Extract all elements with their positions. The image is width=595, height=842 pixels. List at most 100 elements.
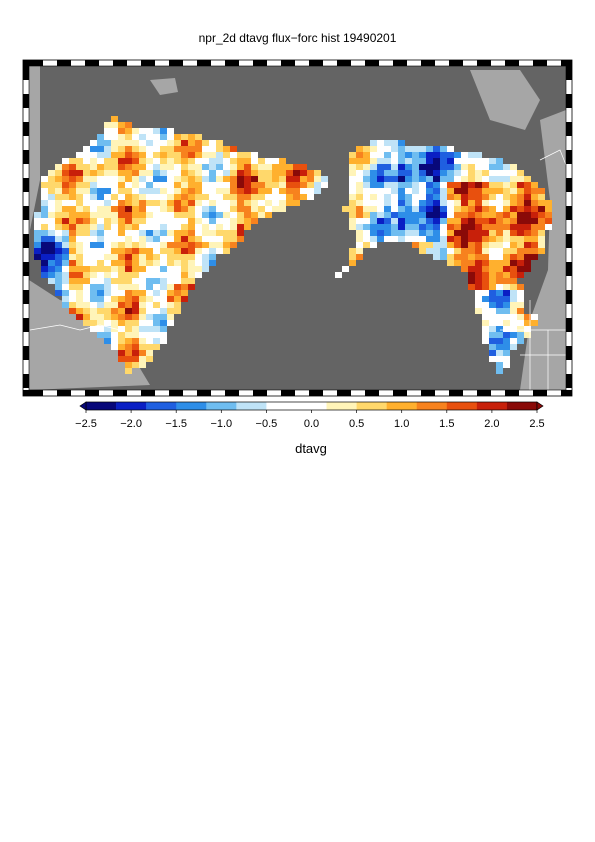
frame-tick <box>23 94 29 108</box>
temperature-cell <box>384 212 391 218</box>
temperature-cell <box>517 296 524 302</box>
temperature-cell <box>202 206 209 212</box>
temperature-cell <box>125 368 132 374</box>
temperature-cell <box>251 206 258 212</box>
temperature-cell <box>167 254 174 260</box>
temperature-cell <box>69 236 76 242</box>
temperature-cell <box>48 188 55 194</box>
temperature-cell <box>398 176 405 182</box>
temperature-cell <box>97 206 104 212</box>
temperature-cell <box>461 224 468 230</box>
temperature-cell <box>503 356 510 362</box>
temperature-cell <box>97 290 104 296</box>
temperature-cell <box>69 296 76 302</box>
temperature-cell <box>419 224 426 230</box>
temperature-cell <box>412 170 419 176</box>
temperature-cell <box>90 164 97 170</box>
temperature-cell <box>447 248 454 254</box>
temperature-cell <box>48 194 55 200</box>
temperature-cell <box>174 266 181 272</box>
temperature-cell <box>475 182 482 188</box>
temperature-cell <box>41 254 48 260</box>
temperature-cell <box>90 230 97 236</box>
temperature-cell <box>34 218 41 224</box>
temperature-cell <box>349 194 356 200</box>
temperature-cell <box>55 200 62 206</box>
frame-tick <box>169 390 183 396</box>
temperature-cell <box>503 236 510 242</box>
temperature-cell <box>209 236 216 242</box>
temperature-cell <box>223 152 230 158</box>
temperature-cell <box>363 176 370 182</box>
temperature-cell <box>300 170 307 176</box>
temperature-cell <box>244 212 251 218</box>
temperature-cell <box>454 182 461 188</box>
temperature-cell <box>146 236 153 242</box>
temperature-cell <box>440 158 447 164</box>
temperature-cell <box>314 182 321 188</box>
temperature-cell <box>181 272 188 278</box>
temperature-cell <box>153 266 160 272</box>
temperature-cell <box>503 308 510 314</box>
temperature-cell <box>398 218 405 224</box>
temperature-cell <box>503 296 510 302</box>
temperature-cell <box>125 170 132 176</box>
temperature-cell <box>104 272 111 278</box>
temperature-cell <box>468 152 475 158</box>
temperature-cell <box>370 188 377 194</box>
temperature-cell <box>447 194 454 200</box>
temperature-cell <box>188 158 195 164</box>
temperature-cell <box>251 152 258 158</box>
temperature-cell <box>510 266 517 272</box>
frame-tick <box>566 136 572 150</box>
temperature-cell <box>188 230 195 236</box>
frame-tick <box>491 60 505 66</box>
temperature-cell <box>489 254 496 260</box>
temperature-cell <box>531 182 538 188</box>
temperature-cell <box>153 236 160 242</box>
temperature-cell <box>160 200 167 206</box>
temperature-cell <box>363 152 370 158</box>
temperature-cell <box>90 170 97 176</box>
temperature-cell <box>76 152 83 158</box>
temperature-cell <box>412 230 419 236</box>
temperature-cell <box>167 296 174 302</box>
temperature-cell <box>475 236 482 242</box>
temperature-cell <box>118 236 125 242</box>
temperature-cell <box>489 242 496 248</box>
temperature-cell <box>468 236 475 242</box>
temperature-cell <box>76 278 83 284</box>
frame-tick <box>566 388 572 390</box>
temperature-cell <box>139 320 146 326</box>
temperature-cell <box>167 290 174 296</box>
temperature-cell <box>482 182 489 188</box>
temperature-cell <box>237 200 244 206</box>
temperature-cell <box>496 326 503 332</box>
temperature-cell <box>90 152 97 158</box>
temperature-cell <box>153 188 160 194</box>
temperature-cell <box>132 272 139 278</box>
temperature-cell <box>104 332 111 338</box>
temperature-cell <box>83 182 90 188</box>
temperature-cell <box>139 230 146 236</box>
temperature-cell <box>272 182 279 188</box>
temperature-cell <box>125 176 132 182</box>
temperature-cell <box>132 200 139 206</box>
temperature-cell <box>132 326 139 332</box>
temperature-cell <box>125 122 132 128</box>
temperature-cell <box>349 176 356 182</box>
temperature-cell <box>69 176 76 182</box>
temperature-cell <box>146 182 153 188</box>
temperature-cell <box>482 170 489 176</box>
temperature-cell <box>111 170 118 176</box>
temperature-cell <box>62 170 69 176</box>
temperature-cell <box>384 170 391 176</box>
temperature-cell <box>398 230 405 236</box>
temperature-cell <box>475 230 482 236</box>
temperature-cell <box>69 242 76 248</box>
temperature-cell <box>419 152 426 158</box>
temperature-cell <box>181 260 188 266</box>
temperature-cell <box>132 254 139 260</box>
temperature-cell <box>461 230 468 236</box>
land-arctic-islands <box>470 70 540 130</box>
